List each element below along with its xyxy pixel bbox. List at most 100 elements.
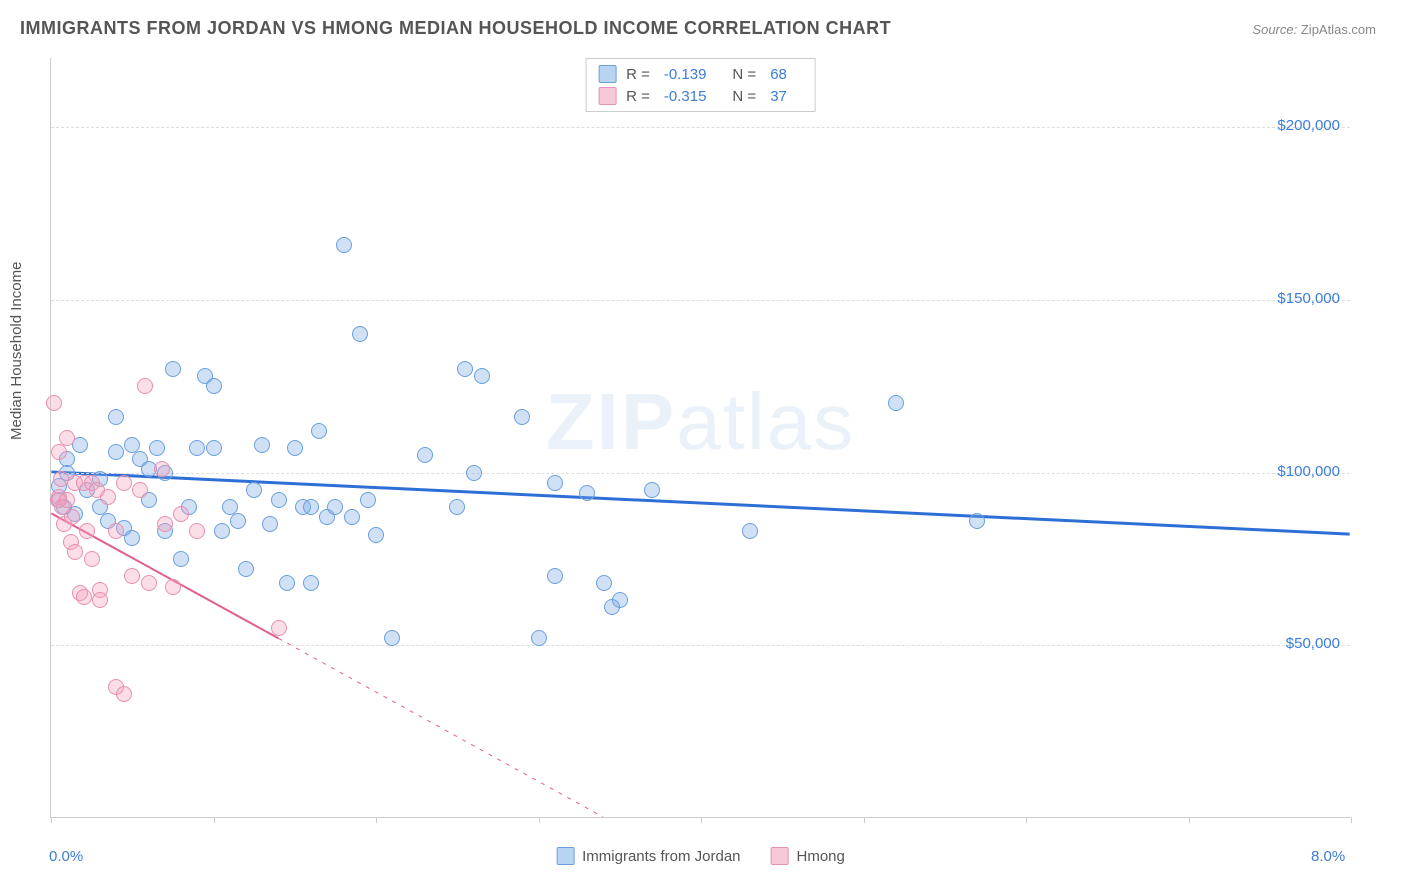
watermark: ZIPatlas: [546, 376, 855, 468]
y-axis-label: Median Household Income: [8, 262, 25, 440]
watermark-bold: ZIP: [546, 377, 676, 466]
source-credit: Source: ZipAtlas.com: [1252, 22, 1376, 37]
scatter-point: [254, 437, 270, 453]
y-tick-label: $200,000: [1277, 117, 1340, 134]
legend-series-label: Immigrants from Jordan: [582, 848, 740, 865]
x-tick: [539, 817, 540, 823]
scatter-point: [79, 523, 95, 539]
scatter-point: [547, 568, 563, 584]
legend-swatch: [598, 65, 616, 83]
trendline-dashed: [279, 638, 604, 817]
scatter-point: [888, 395, 904, 411]
scatter-point: [124, 568, 140, 584]
trendlines-svg: [51, 58, 1350, 817]
watermark-light: atlas: [676, 377, 855, 466]
scatter-point: [76, 589, 92, 605]
scatter-point: [547, 475, 563, 491]
scatter-point: [449, 499, 465, 515]
r-value: -0.315: [664, 88, 707, 105]
r-label: R =: [626, 66, 650, 83]
scatter-point: [352, 326, 368, 342]
legend-swatch: [598, 87, 616, 105]
scatter-point: [59, 492, 75, 508]
scatter-point: [64, 509, 80, 525]
scatter-point: [336, 237, 352, 253]
scatter-point: [514, 409, 530, 425]
gridline: [51, 473, 1350, 474]
source-label: Source:: [1252, 22, 1297, 37]
scatter-point: [189, 523, 205, 539]
scatter-point: [644, 482, 660, 498]
x-tick: [864, 817, 865, 823]
scatter-point: [165, 361, 181, 377]
x-tick: [214, 817, 215, 823]
legend-correlation-row: R =-0.315N =37: [598, 85, 803, 107]
scatter-point: [271, 492, 287, 508]
legend-correlation-row: R =-0.139N =68: [598, 63, 803, 85]
scatter-point: [344, 509, 360, 525]
scatter-point: [262, 516, 278, 532]
scatter-point: [311, 423, 327, 439]
scatter-point: [84, 551, 100, 567]
scatter-point: [303, 575, 319, 591]
scatter-point: [417, 447, 433, 463]
source-name: ZipAtlas.com: [1301, 22, 1376, 37]
scatter-point: [157, 516, 173, 532]
scatter-point: [287, 440, 303, 456]
scatter-point: [67, 544, 83, 560]
x-tick-label: 8.0%: [1311, 848, 1345, 865]
y-tick-label: $100,000: [1277, 463, 1340, 480]
scatter-point: [100, 489, 116, 505]
x-tick: [51, 817, 52, 823]
legend-series-label: Hmong: [797, 848, 845, 865]
scatter-point: [360, 492, 376, 508]
scatter-point: [108, 409, 124, 425]
scatter-point: [531, 630, 547, 646]
scatter-point: [969, 513, 985, 529]
n-label: N =: [732, 88, 756, 105]
y-tick-label: $150,000: [1277, 290, 1340, 307]
scatter-point: [230, 513, 246, 529]
scatter-point: [474, 368, 490, 384]
scatter-point: [46, 395, 62, 411]
scatter-point: [246, 482, 262, 498]
x-tick: [1189, 817, 1190, 823]
scatter-point: [108, 444, 124, 460]
legend-swatch: [556, 847, 574, 865]
legend-correlation: R =-0.139N =68R =-0.315N =37: [585, 58, 816, 112]
scatter-point: [238, 561, 254, 577]
x-tick: [1026, 817, 1027, 823]
n-label: N =: [732, 66, 756, 83]
scatter-point: [116, 475, 132, 491]
scatter-point: [579, 485, 595, 501]
scatter-point: [137, 378, 153, 394]
scatter-point: [384, 630, 400, 646]
r-label: R =: [626, 88, 650, 105]
scatter-point: [124, 530, 140, 546]
scatter-point: [214, 523, 230, 539]
chart-title: IMMIGRANTS FROM JORDAN VS HMONG MEDIAN H…: [20, 18, 891, 39]
scatter-point: [271, 620, 287, 636]
scatter-point: [327, 499, 343, 515]
x-tick-label: 0.0%: [49, 848, 83, 865]
scatter-point: [303, 499, 319, 515]
scatter-point: [141, 575, 157, 591]
scatter-point: [612, 592, 628, 608]
r-value: -0.139: [664, 66, 707, 83]
scatter-point: [189, 440, 205, 456]
scatter-point: [173, 551, 189, 567]
scatter-point: [51, 444, 67, 460]
gridline: [51, 127, 1350, 128]
legend-series-item: Immigrants from Jordan: [556, 847, 740, 865]
legend-swatch: [771, 847, 789, 865]
scatter-point: [206, 440, 222, 456]
scatter-point: [108, 523, 124, 539]
scatter-point: [116, 686, 132, 702]
scatter-point: [154, 461, 170, 477]
scatter-point: [53, 471, 69, 487]
trendline-solid: [51, 472, 1349, 534]
x-tick: [701, 817, 702, 823]
scatter-point: [466, 465, 482, 481]
scatter-point: [368, 527, 384, 543]
scatter-point: [165, 579, 181, 595]
